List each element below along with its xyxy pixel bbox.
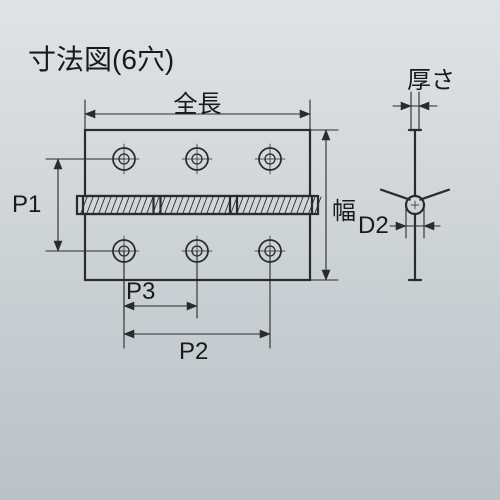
label-D2: D2 xyxy=(358,212,389,240)
label-P1: P1 xyxy=(12,191,41,219)
label-P3: P3 xyxy=(126,278,155,306)
diagram-title: 寸法図(6穴) xyxy=(28,38,174,78)
label-width: 幅 xyxy=(332,191,356,226)
label-thickness: 厚さ xyxy=(407,60,455,95)
label-full-length: 全長 xyxy=(174,84,222,119)
label-P2: P2 xyxy=(179,338,208,366)
